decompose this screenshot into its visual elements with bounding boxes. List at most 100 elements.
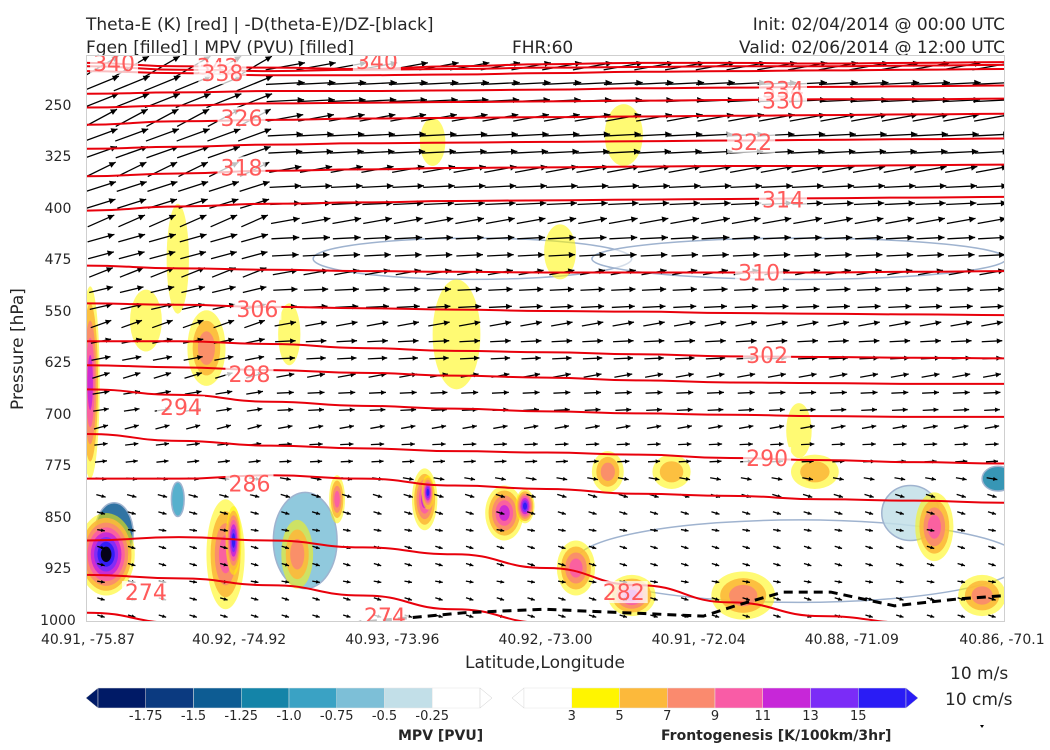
contour-label-15: 290: [746, 447, 788, 472]
fgen-region-16: [591, 451, 624, 493]
fgen-region-8: [281, 519, 314, 589]
mpv-tick-4: -0.75: [319, 709, 354, 724]
fgen-region-22: [790, 454, 839, 489]
mpv-tick-3: -1.0: [276, 709, 302, 724]
contour-label-5: 330: [762, 90, 804, 115]
forecast-hour: FHR:60: [512, 38, 574, 58]
x-tick-1: 40.92, -74.92: [192, 632, 287, 648]
contour-label-14: 294: [160, 396, 202, 421]
contour-label-11: 306: [236, 298, 278, 323]
x-tick-0: 40.91, -75.87: [40, 632, 136, 648]
contour-label-10: 310: [738, 261, 780, 286]
y-tick-400: 400: [44, 200, 72, 217]
colorbars-svg: [85, 687, 919, 709]
cross-section-plot: 3403423383403343303263223183143103063022…: [86, 55, 1005, 622]
theta-e-contour-278: [87, 573, 528, 621]
fgen-region-14: [515, 488, 535, 524]
y-tick-925: 925: [44, 561, 72, 578]
fgen-region-0: [87, 286, 100, 479]
fgen-swatch-3: [667, 687, 716, 709]
fgen-region-9: [329, 475, 346, 524]
title-line-2: Fgen [filled] | MPV (PVU) [filled]: [86, 38, 355, 58]
fgen-tick-5: 13: [802, 709, 819, 724]
mpv-tick-1: -1.5: [180, 709, 207, 724]
mpv-colorbar: [85, 687, 493, 709]
mpv-swatch-0: [97, 687, 146, 709]
theta-e-contour-334: [87, 84, 1004, 95]
theta-e-contour-282: [87, 536, 889, 621]
fgen-region-6: [225, 506, 242, 575]
title-line-1: Theta-E (K) [red] | -D(theta-E)/DZ-[blac…: [86, 15, 434, 35]
quiver-key-vertical: 10 cm/s: [945, 690, 1013, 710]
mpv-swatch-7: [432, 687, 481, 709]
theta-e-contour-306: [87, 302, 1004, 317]
quiver-key-horizontal: 10 m/s: [950, 664, 1009, 684]
fgen-swatch-4: [714, 687, 763, 709]
y-tick-250: 250: [44, 97, 72, 114]
fgen-tick-0: 3: [567, 709, 576, 724]
fgen-region-24: [958, 574, 1004, 617]
y-tick-625: 625: [44, 355, 72, 372]
mpv-swatch-1: [145, 687, 194, 709]
fgen-region-7: [278, 303, 301, 366]
fgen-region-4: [187, 310, 226, 386]
mpv-tick-0: -1.75: [128, 709, 163, 724]
fgen-region-11: [421, 475, 435, 510]
contour-label-8: 318: [220, 156, 262, 181]
contour-label-19: 274: [125, 581, 167, 606]
x-tick-4: 40.91, -72.04: [651, 632, 746, 648]
fgen-swatch-5: [762, 687, 811, 709]
fgen-region-13: [485, 485, 524, 541]
fgen-swatch-1: [571, 687, 620, 709]
wind-vectors: [87, 56, 1004, 618]
mpv-tick-2: -1.25: [224, 709, 259, 724]
contour-label-2: 338: [201, 62, 243, 87]
mpv-swatch-3: [241, 687, 290, 709]
mpv-region-5: [170, 481, 185, 518]
x-tick-5: 40.88, -71.09: [804, 632, 899, 648]
cross-section-svg: 3403423383403343303263223183143103063022…: [87, 56, 1004, 621]
y-tick-850: 850: [44, 509, 72, 526]
fgen-region-20: [711, 571, 776, 620]
fgen-colorbar-title: Frontogenesis [K/100km/3hr]: [661, 728, 892, 744]
fgen-region-23: [915, 492, 954, 562]
fgen-tick-6: 15: [849, 709, 867, 724]
fgen-region-3: [166, 203, 189, 314]
fgen-swatch-0: [523, 687, 572, 709]
x-tick-2: 40.93, -73.96: [345, 632, 440, 648]
contour-label-0: 340: [93, 56, 135, 77]
stability-contour-dashed: [358, 590, 1004, 621]
theta-e-contour-330: [87, 97, 1004, 109]
theta-e-contour-310: [87, 264, 1004, 274]
fgen-tick-4: 11: [754, 709, 772, 724]
y-tick-775: 775: [44, 458, 72, 475]
contour-label-3: 340: [356, 56, 398, 75]
fgen-swatch-7: [858, 687, 907, 709]
contour-label-13: 298: [228, 363, 270, 388]
y-axis-label: Pressure [hPa]: [8, 288, 28, 410]
contour-label-16: 286: [228, 472, 270, 497]
theta-e-contour-322: [87, 137, 1004, 150]
contour-label-9: 314: [762, 189, 804, 214]
y-tick-700: 700: [44, 406, 72, 423]
fgen-region-19: [652, 454, 691, 489]
fgen-region-1: [87, 513, 135, 596]
init-time: Init: 02/04/2014 @ 00:00 UTC: [752, 15, 1005, 35]
contour-label-12: 302: [746, 344, 788, 369]
mpv-swatch-4: [288, 687, 337, 709]
mpv-tick-5: -0.5: [371, 709, 398, 724]
fgen-colorbar: [511, 687, 919, 709]
contour-label-6: 326: [220, 107, 262, 132]
quiver-key-arrow-icon: [980, 725, 984, 728]
theta-e-contour-294: [87, 388, 1004, 418]
fgen-swatch-6: [810, 687, 859, 709]
x-tick-3: 40.92, -73.00: [498, 632, 593, 648]
mpv-tick-6: -0.25: [415, 709, 450, 724]
theta-e-contour-314: [87, 195, 1004, 212]
valid-time: Valid: 02/06/2014 @ 12:00 UTC: [739, 38, 1005, 58]
x-tick-6: 40.86, -70.1: [959, 632, 1045, 648]
fgen-tick-2: 7: [663, 709, 672, 724]
x-axis-label: Latitude,Longitude: [465, 653, 625, 673]
y-tick-1000: 1000: [40, 613, 76, 629]
theta-e-contour-290: [87, 433, 1004, 465]
